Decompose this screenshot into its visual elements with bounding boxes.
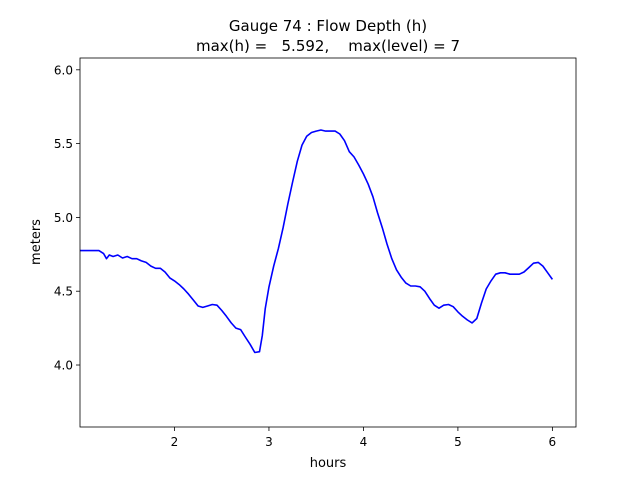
y-tick-label: 5.0 xyxy=(54,211,73,225)
chart-title-line-1: Gauge 74 : Flow Depth (h) xyxy=(229,17,427,35)
x-tick-label: 4 xyxy=(360,435,368,449)
y-tick-label: 4.5 xyxy=(54,285,73,299)
axis-ticks: 2 3 4 5 6 4.0 4.5 5.0 5.5 6.0 xyxy=(54,63,556,449)
plot-frame xyxy=(79,57,577,428)
x-tick-label: 6 xyxy=(549,435,557,449)
y-tick-label: 6.0 xyxy=(54,63,73,77)
chart-title-line-2: max(h) = 5.592, max(level) = 7 xyxy=(196,37,460,55)
series-line xyxy=(80,129,554,354)
y-axis-label: meters xyxy=(29,219,44,265)
y-tick-label: 5.5 xyxy=(54,137,73,151)
x-axis-label: hours xyxy=(310,456,347,471)
y-tick-label: 4.0 xyxy=(54,359,73,373)
x-tick-label: 3 xyxy=(265,435,273,449)
x-tick-label: 5 xyxy=(454,435,462,449)
x-tick-label: 2 xyxy=(171,435,179,449)
